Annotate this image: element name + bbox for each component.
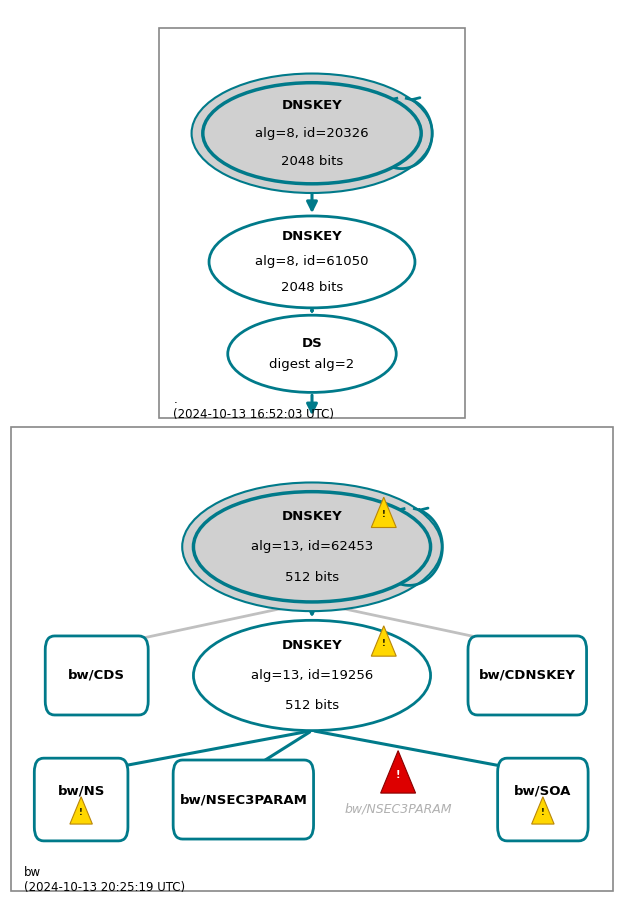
Text: 512 bits: 512 bits bbox=[285, 699, 339, 712]
FancyBboxPatch shape bbox=[498, 758, 588, 841]
Ellipse shape bbox=[182, 482, 442, 611]
Text: bw/NSEC3PARAM: bw/NSEC3PARAM bbox=[180, 793, 307, 806]
Text: digest alg=2: digest alg=2 bbox=[270, 357, 354, 371]
Text: .
(2024-10-13 16:52:03 UTC): . (2024-10-13 16:52:03 UTC) bbox=[173, 393, 334, 421]
Polygon shape bbox=[371, 626, 396, 656]
Ellipse shape bbox=[193, 620, 431, 731]
Ellipse shape bbox=[228, 315, 396, 392]
Text: DNSKEY: DNSKEY bbox=[281, 230, 343, 244]
Text: 2048 bits: 2048 bits bbox=[281, 154, 343, 167]
FancyBboxPatch shape bbox=[159, 28, 465, 418]
Text: !: ! bbox=[382, 639, 386, 648]
Polygon shape bbox=[371, 497, 396, 528]
Text: DNSKEY: DNSKEY bbox=[281, 639, 343, 652]
FancyBboxPatch shape bbox=[11, 427, 613, 891]
Text: bw/NSEC3PARAM: bw/NSEC3PARAM bbox=[344, 802, 452, 815]
Text: 512 bits: 512 bits bbox=[285, 571, 339, 584]
FancyBboxPatch shape bbox=[34, 758, 128, 841]
FancyBboxPatch shape bbox=[173, 760, 313, 839]
Text: !: ! bbox=[382, 510, 386, 519]
Ellipse shape bbox=[203, 83, 421, 184]
FancyBboxPatch shape bbox=[45, 636, 148, 715]
Polygon shape bbox=[532, 797, 554, 824]
Text: bw/NS: bw/NS bbox=[57, 785, 105, 798]
Text: 2048 bits: 2048 bits bbox=[281, 280, 343, 294]
Text: !: ! bbox=[396, 770, 401, 780]
Text: alg=13, id=19256: alg=13, id=19256 bbox=[251, 669, 373, 682]
Text: alg=13, id=62453: alg=13, id=62453 bbox=[251, 540, 373, 553]
Text: bw/SOA: bw/SOA bbox=[514, 785, 572, 798]
Ellipse shape bbox=[192, 74, 432, 193]
FancyBboxPatch shape bbox=[468, 636, 587, 715]
Text: !: ! bbox=[541, 808, 545, 817]
Text: alg=8, id=61050: alg=8, id=61050 bbox=[255, 255, 369, 268]
Text: bw
(2024-10-13 20:25:19 UTC): bw (2024-10-13 20:25:19 UTC) bbox=[24, 866, 185, 893]
Text: bw/CDS: bw/CDS bbox=[68, 669, 125, 682]
Polygon shape bbox=[70, 797, 92, 824]
Text: DS: DS bbox=[301, 336, 323, 350]
Text: DNSKEY: DNSKEY bbox=[281, 99, 343, 112]
Text: !: ! bbox=[79, 808, 83, 817]
Ellipse shape bbox=[209, 216, 415, 308]
Text: bw/CDNSKEY: bw/CDNSKEY bbox=[479, 669, 576, 682]
Text: DNSKEY: DNSKEY bbox=[281, 510, 343, 523]
Text: alg=8, id=20326: alg=8, id=20326 bbox=[255, 127, 369, 140]
Polygon shape bbox=[381, 751, 416, 793]
Ellipse shape bbox=[193, 492, 431, 602]
